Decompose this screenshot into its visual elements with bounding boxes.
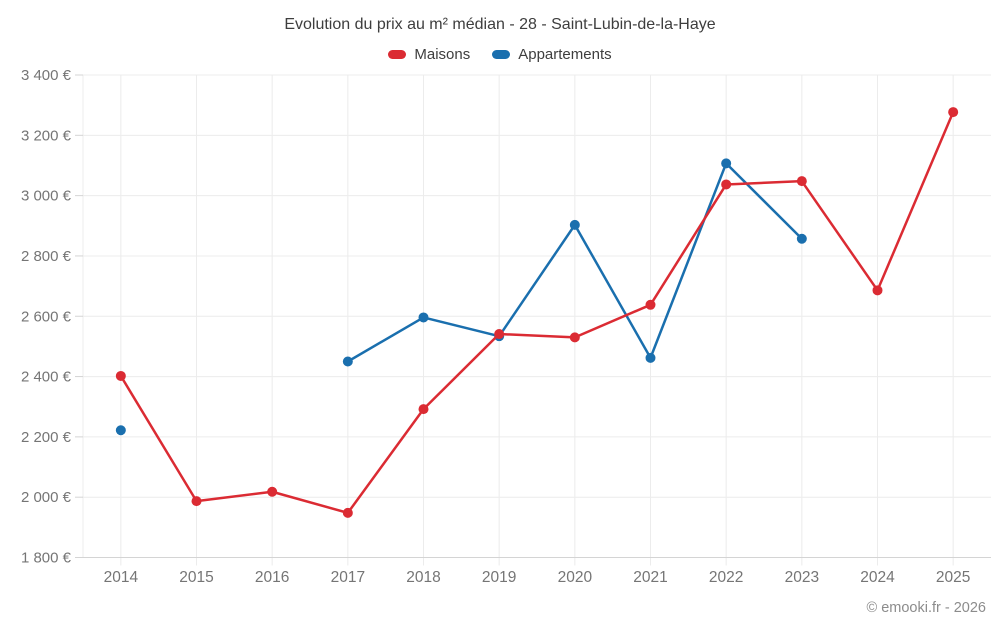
data-point-maisons-2019[interactable] bbox=[494, 329, 505, 340]
y-axis-tick-label: 2 000 € bbox=[21, 489, 72, 506]
x-axis-tick-label: 2018 bbox=[406, 569, 440, 586]
data-point-appartements-2020[interactable] bbox=[569, 219, 580, 230]
data-point-maisons-2015[interactable] bbox=[191, 496, 202, 507]
y-axis-tick-label: 2 200 € bbox=[21, 429, 72, 446]
x-axis-tick-label: 2015 bbox=[179, 569, 213, 586]
data-point-maisons-2024[interactable] bbox=[872, 285, 883, 296]
legend-item-appartements[interactable]: Appartements bbox=[492, 46, 612, 63]
x-axis-tick-label: 2020 bbox=[558, 569, 593, 586]
y-axis-tick-label: 1 800 € bbox=[21, 550, 72, 567]
data-point-maisons-2023[interactable] bbox=[796, 176, 807, 187]
data-point-appartements-2018[interactable] bbox=[418, 312, 429, 323]
y-axis-tick-label: 3 000 € bbox=[21, 188, 72, 205]
chart-legend: Maisons Appartements bbox=[0, 46, 1000, 63]
data-point-maisons-2021[interactable] bbox=[645, 299, 656, 310]
data-point-maisons-2018[interactable] bbox=[418, 404, 429, 415]
x-axis-tick-label: 2019 bbox=[482, 569, 516, 586]
data-point-maisons-2016[interactable] bbox=[267, 486, 278, 497]
x-axis-tick-label: 2017 bbox=[331, 569, 365, 586]
appartements-series-swatch-icon bbox=[492, 50, 511, 59]
data-point-maisons-2020[interactable] bbox=[569, 332, 580, 343]
series-line-maisons bbox=[119, 110, 955, 515]
data-point-maisons-2022[interactable] bbox=[721, 179, 732, 190]
x-axis-tick-label: 2023 bbox=[785, 569, 819, 586]
y-axis-tick-label: 2 800 € bbox=[21, 248, 72, 265]
x-axis-tick-label: 2025 bbox=[936, 569, 970, 586]
x-axis-tick-label: 2022 bbox=[709, 569, 743, 586]
data-point-appartements-2022[interactable] bbox=[721, 158, 732, 169]
data-point-appartements-2021[interactable] bbox=[645, 352, 656, 363]
data-point-appartements-2023[interactable] bbox=[796, 233, 807, 244]
data-point-maisons-2025[interactable] bbox=[948, 107, 959, 118]
x-axis-tick-label: 2021 bbox=[633, 569, 667, 586]
data-point-appartements-2014[interactable] bbox=[115, 425, 126, 436]
data-point-appartements-2017[interactable] bbox=[342, 356, 353, 367]
y-axis-tick-label: 2 400 € bbox=[21, 369, 72, 386]
copyright-watermark: © emooki.fr - 2026 bbox=[866, 600, 986, 616]
data-point-maisons-2017[interactable] bbox=[342, 507, 353, 518]
x-axis-tick-label: 2024 bbox=[860, 569, 895, 586]
maisons-series-swatch-icon bbox=[388, 50, 407, 59]
chart-title: Evolution du prix au m² médian - 28 - Sa… bbox=[284, 16, 716, 33]
y-axis-tick-label: 3 200 € bbox=[21, 127, 72, 144]
legend-label-maisons: Maisons bbox=[414, 46, 471, 63]
data-point-maisons-2014[interactable] bbox=[115, 370, 126, 381]
y-axis-tick-label: 2 600 € bbox=[21, 308, 72, 325]
x-axis-tick-label: 2014 bbox=[104, 569, 139, 586]
legend-label-appartements: Appartements bbox=[518, 46, 612, 63]
y-axis-tick-label: 3 400 € bbox=[21, 67, 72, 84]
x-axis-tick-label: 2016 bbox=[255, 569, 289, 586]
legend-item-maisons[interactable]: Maisons bbox=[388, 46, 470, 63]
